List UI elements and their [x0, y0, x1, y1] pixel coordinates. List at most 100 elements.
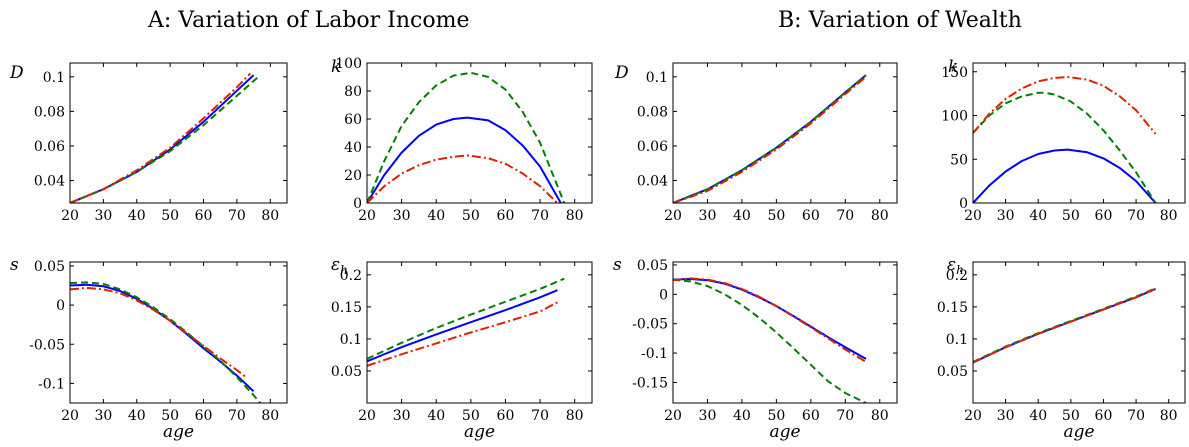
y-axis-label: D [614, 63, 629, 83]
panel-b-title: B: Variation of Wealth [778, 8, 1022, 33]
x-tick-label: 20 [664, 408, 682, 424]
series-line-red-dashdot [673, 277, 867, 363]
x-tick-label: 50 [767, 208, 785, 224]
y-tick-label: 0.06 [34, 139, 65, 155]
series-line-blue-solid [673, 278, 867, 360]
x-tick-label: 70 [1127, 408, 1145, 424]
series-line-blue-solid [70, 74, 255, 203]
y-tick-label: 0.1 [340, 332, 362, 348]
x-tick-label: 80 [871, 208, 889, 224]
plot-frame [672, 261, 898, 404]
series-line-red-dashdot [367, 301, 558, 367]
series-line-green-dashed [673, 74, 867, 203]
x-tick-label: 50 [767, 408, 785, 424]
y-tick-label: 0.08 [637, 104, 668, 120]
x-tick-label: 30 [94, 408, 112, 424]
y-axis-label: D [9, 63, 24, 83]
x-tick-label: 40 [128, 208, 146, 224]
series-line-green-dashed [367, 277, 565, 360]
series-line-blue-solid [367, 116, 562, 203]
x-tick-label: 20 [964, 408, 982, 424]
y-tick-label: 0 [56, 298, 65, 314]
subplot-3: 20 30 40 50 60 70 80 0.04 0.06 0.08 0.1 D [614, 62, 898, 224]
y-tick-label: 0.15 [331, 300, 362, 316]
series-line-blue-solid [673, 74, 867, 203]
y-axis-label: k [331, 57, 341, 77]
series-line-red-dashdot [70, 72, 252, 203]
x-tick-label: 30 [94, 208, 112, 224]
y-tick-label: 50 [950, 152, 968, 168]
subplot-7: 20 30 40 50 60 70 80 -0.15 -0.1 -0.05 0 0.05 s age [613, 255, 898, 442]
y-tick-label: 60 [344, 112, 362, 128]
x-tick-label: 80 [261, 408, 279, 424]
y-tick-label: 0.1 [43, 70, 65, 86]
plot-frame [972, 261, 1186, 404]
x-tick-label: 80 [566, 408, 584, 424]
y-axis-label: s [10, 255, 19, 275]
x-tick-label: 50 [161, 208, 179, 224]
y-tick-label: 0.05 [637, 258, 668, 274]
series-line-green-dashed [367, 71, 566, 203]
x-tick-label: 60 [497, 208, 515, 224]
series-line-green-dashed [973, 91, 1157, 203]
series-line-red-dashdot [367, 154, 559, 203]
x-tick-label: 80 [261, 208, 279, 224]
series-line-green-dashed [673, 278, 867, 403]
series-line-red-dashdot [70, 286, 248, 379]
y-tick-label: 150 [941, 65, 968, 81]
y-axis-label: εh [331, 255, 348, 277]
x-tick-label: 70 [836, 208, 854, 224]
x-tick-label: 40 [427, 408, 445, 424]
series-line-red-dashdot [673, 76, 867, 203]
y-tick-label: 0.1 [646, 70, 668, 86]
y-tick-label: 0.15 [937, 300, 968, 316]
y-tick-label: 80 [344, 84, 362, 100]
x-tick-label: 50 [1062, 208, 1080, 224]
x-tick-label: 60 [802, 208, 820, 224]
x-tick-label: 20 [61, 408, 79, 424]
y-tick-label: 0.2 [946, 268, 968, 284]
x-tick-label: 40 [1029, 408, 1047, 424]
y-tick-label: 0.2 [340, 268, 362, 284]
subplot-1: 20 30 40 50 60 70 80 0.04 0.06 0.08 0.1 D [9, 62, 288, 224]
y-tick-label: -0.05 [29, 337, 65, 353]
y-axis-label: εh [947, 255, 964, 277]
x-tick-label: 30 [997, 208, 1015, 224]
series-line-green-dashed [70, 281, 262, 403]
y-tick-label: 100 [335, 56, 362, 72]
x-axis-label: age [464, 422, 495, 442]
x-tick-label: 20 [664, 208, 682, 224]
x-axis-label: age [769, 422, 800, 442]
y-tick-label: 0.06 [637, 139, 668, 155]
x-tick-label: 60 [1095, 208, 1113, 224]
series-line-red-dashdot [973, 76, 1157, 135]
subplot-6: 20 30 40 50 60 70 80 0.05 0.1 0.15 0.2εh age [331, 255, 593, 442]
x-tick-label: 20 [61, 208, 79, 224]
y-tick-label: -0.1 [641, 346, 668, 362]
y-tick-label: 0 [959, 196, 968, 212]
series-line-blue-solid [973, 148, 1157, 203]
x-tick-label: 50 [462, 208, 480, 224]
x-tick-label: 60 [802, 408, 820, 424]
x-tick-label: 20 [964, 208, 982, 224]
x-tick-label: 30 [393, 208, 411, 224]
y-tick-label: 40 [344, 140, 362, 156]
subplot-5: 20 30 40 50 60 70 80 -0.1 -0.05 0 0.05 s age [10, 255, 288, 442]
x-tick-label: 30 [699, 208, 717, 224]
x-tick-label: 40 [733, 408, 751, 424]
series-line-blue-solid [70, 283, 255, 393]
x-tick-label: 20 [358, 208, 376, 224]
x-tick-label: 30 [997, 408, 1015, 424]
y-axis-label: k [948, 57, 958, 77]
y-tick-label: 0.05 [331, 364, 362, 380]
x-tick-label: 40 [1029, 208, 1047, 224]
y-tick-label: 0.04 [637, 174, 668, 190]
y-tick-label: 0 [659, 287, 668, 303]
x-tick-label: 80 [566, 208, 584, 224]
x-tick-label: 80 [1160, 408, 1178, 424]
x-tick-label: 60 [195, 208, 213, 224]
